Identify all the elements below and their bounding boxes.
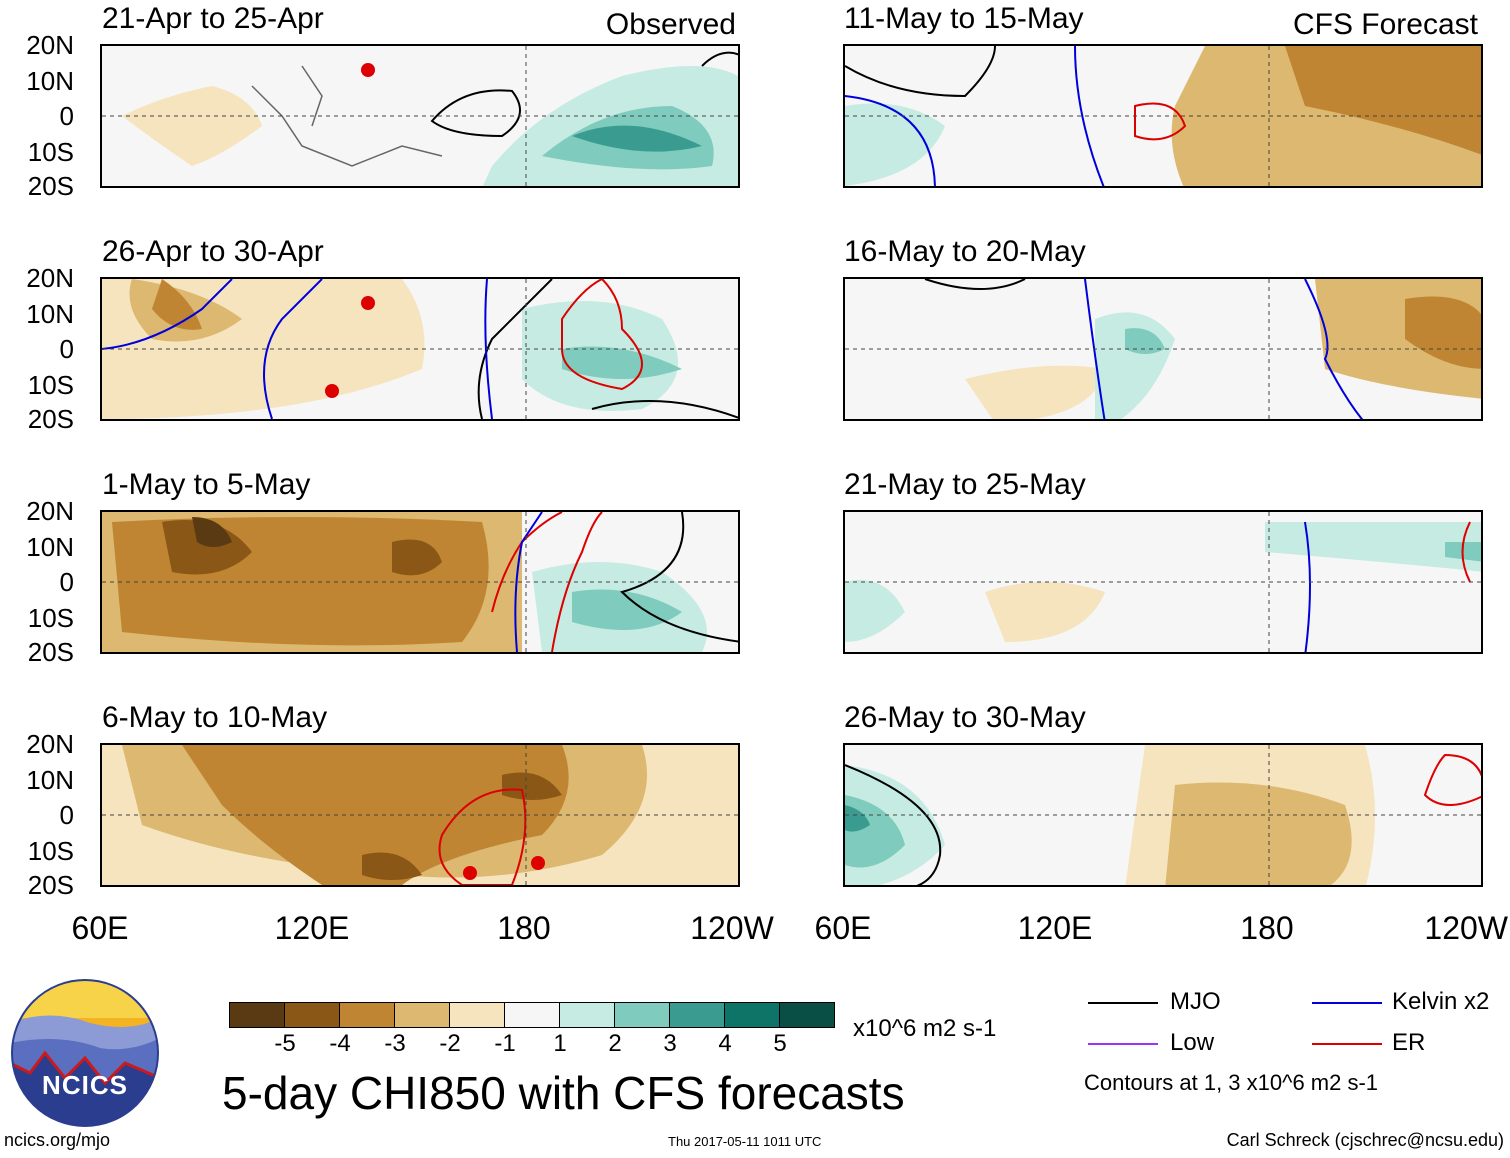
logo-text: NCICS (42, 1070, 128, 1100)
panel-title-left-1: 21-Apr to 25-Apr (102, 2, 324, 35)
storm-marker-icon (361, 63, 375, 77)
main-title: 5-day CHI850 with CFS forecasts (222, 1067, 905, 1119)
panel-title-left-2: 26-Apr to 30-Apr (102, 235, 324, 268)
colorbar-swatch (559, 1003, 614, 1027)
footer-timestamp: Thu 2017-05-11 1011 UTC (668, 1134, 822, 1149)
panel-title-right-2: 16-May to 20-May (844, 235, 1086, 268)
colorbar-swatch (669, 1003, 724, 1027)
colorbar-swatch (394, 1003, 449, 1027)
footer-credit: Carl Schreck (cjschrec@ncsu.edu) (1226, 1130, 1504, 1150)
colorbar-units: x10^6 m2 s-1 (853, 1015, 997, 1042)
colorbar-swatch (230, 1003, 284, 1027)
panel-title-right-4: 26-May to 30-May (844, 701, 1086, 734)
anomaly-field (845, 745, 1481, 885)
colorbar (229, 1002, 835, 1028)
map-panel-observed-4 (100, 743, 740, 887)
panel-title-right-1: 11-May to 15-May (844, 2, 1084, 35)
map-panel-forecast-1 (843, 44, 1483, 188)
colorbar-swatch (724, 1003, 779, 1027)
map-panel-observed-2 (100, 277, 740, 421)
panel-corner-cfs-forecast: CFS Forecast (1292, 8, 1478, 41)
map-panel-forecast-4 (843, 743, 1483, 887)
map-panel-forecast-2 (843, 277, 1483, 421)
colorbar-swatch (779, 1003, 834, 1027)
anomaly-field (102, 279, 738, 419)
panel-title-left-3: 1-May to 5-May (102, 468, 311, 501)
anomaly-field (845, 46, 1481, 186)
anomaly-field (102, 46, 738, 186)
panel-corner-observed: Observed (605, 8, 736, 41)
colorbar-swatch (504, 1003, 559, 1027)
panel-title-left-4: 6-May to 10-May (102, 701, 328, 734)
map-panel-observed-1 (100, 44, 740, 188)
anomaly-field (845, 512, 1481, 652)
map-panel-observed-3 (100, 510, 740, 654)
map-panel-forecast-3 (843, 510, 1483, 654)
colorbar-swatch (449, 1003, 504, 1027)
ncics-logo: NCICS (10, 978, 160, 1128)
footer-url[interactable]: ncics.org/mjo (4, 1130, 111, 1150)
panel-title-right-3: 21-May to 25-May (844, 468, 1086, 501)
anomaly-field (845, 279, 1481, 419)
anomaly-field (102, 512, 738, 652)
colorbar-swatch (284, 1003, 339, 1027)
colorbar-swatch (614, 1003, 669, 1027)
colorbar-swatch (339, 1003, 394, 1027)
anomaly-field (102, 745, 738, 885)
